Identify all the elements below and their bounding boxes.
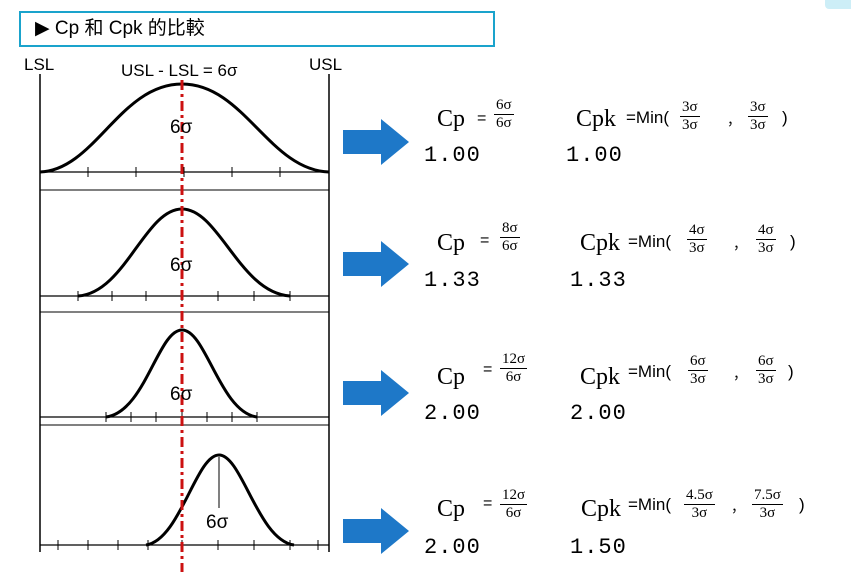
cpk-fraction-a: 4.5σ 3σ (684, 487, 715, 521)
min-label: =Min( (628, 362, 671, 381)
close-paren: ) (788, 362, 794, 381)
normal-curve-2 (77, 207, 291, 298)
min-label: =Min( (628, 232, 671, 251)
cpk-label: Cpk (580, 230, 621, 256)
cpk-fraction-b: 7.5σ 3σ (752, 487, 783, 521)
usl-label: USL (309, 55, 343, 74)
comma: ， (733, 366, 747, 382)
cp-fraction: 8σ 6σ (500, 220, 520, 254)
sigma-label: 6σ (170, 384, 193, 405)
cpk-value: 2.00 (570, 401, 627, 426)
cp-value: 1.00 (424, 143, 481, 168)
corner-tab (825, 0, 851, 9)
cp-fraction: 12σ 6σ (500, 351, 528, 385)
min-label: =Min( (628, 495, 671, 514)
sigma-label: 6σ (170, 117, 193, 138)
sigma-label: 6σ (206, 512, 229, 533)
normal-curve-3 (105, 328, 258, 419)
cpk-fraction-b: 6σ 3σ (756, 353, 776, 387)
spec-width-label: USL - LSL = 6σ (121, 61, 238, 80)
cp-fraction: 6σ 6σ (494, 97, 514, 131)
min-label: =Min( (626, 108, 669, 127)
cpk-value: 1.33 (570, 268, 627, 293)
cpk-fraction-a: 3σ 3σ (680, 99, 700, 133)
cp-value: 2.00 (424, 535, 481, 560)
lsl-label: LSL (24, 55, 55, 74)
equals-sign: = (480, 232, 490, 249)
comma: ， (731, 499, 745, 515)
cp-label: Cp (437, 106, 466, 132)
arrow-icon (343, 241, 409, 287)
cpk-fraction-b: 4σ 3σ (756, 222, 776, 256)
cp-value: 1.33 (424, 268, 481, 293)
cpk-label: Cpk (581, 496, 622, 522)
cpk-value: 1.50 (570, 535, 627, 560)
comma: ， (727, 112, 741, 128)
cpk-value: 1.00 (566, 143, 623, 168)
cp-label: Cp (437, 496, 466, 522)
cp-fraction: 12σ 6σ (500, 487, 528, 521)
arrow-icon (343, 370, 409, 416)
cp-label: Cp (437, 364, 466, 390)
equals-sign: = (483, 495, 493, 512)
sigma-label: 6σ (170, 255, 193, 276)
cp-value: 2.00 (424, 401, 481, 426)
arrow-icon (343, 119, 409, 165)
comma: ， (733, 236, 747, 252)
close-paren: ) (799, 495, 805, 514)
equals-sign: = (477, 110, 487, 127)
section-title: ▶ Cp 和 Cpk 的比較 (19, 11, 495, 47)
axis-ticks (87, 167, 281, 177)
equals-sign: = (483, 361, 493, 378)
cpk-label: Cpk (576, 106, 617, 132)
cpk-fraction-b: 3σ 3σ (748, 99, 768, 133)
normal-curve-4 (145, 453, 295, 547)
cpk-fraction-a: 6σ 3σ (688, 353, 708, 387)
close-paren: ) (790, 232, 796, 251)
cpk-label: Cpk (580, 364, 621, 390)
arrow-icon (343, 508, 409, 554)
close-paren: ) (782, 108, 788, 127)
cp-label: Cp (437, 230, 466, 256)
cpk-fraction-a: 4σ 3σ (687, 222, 707, 256)
